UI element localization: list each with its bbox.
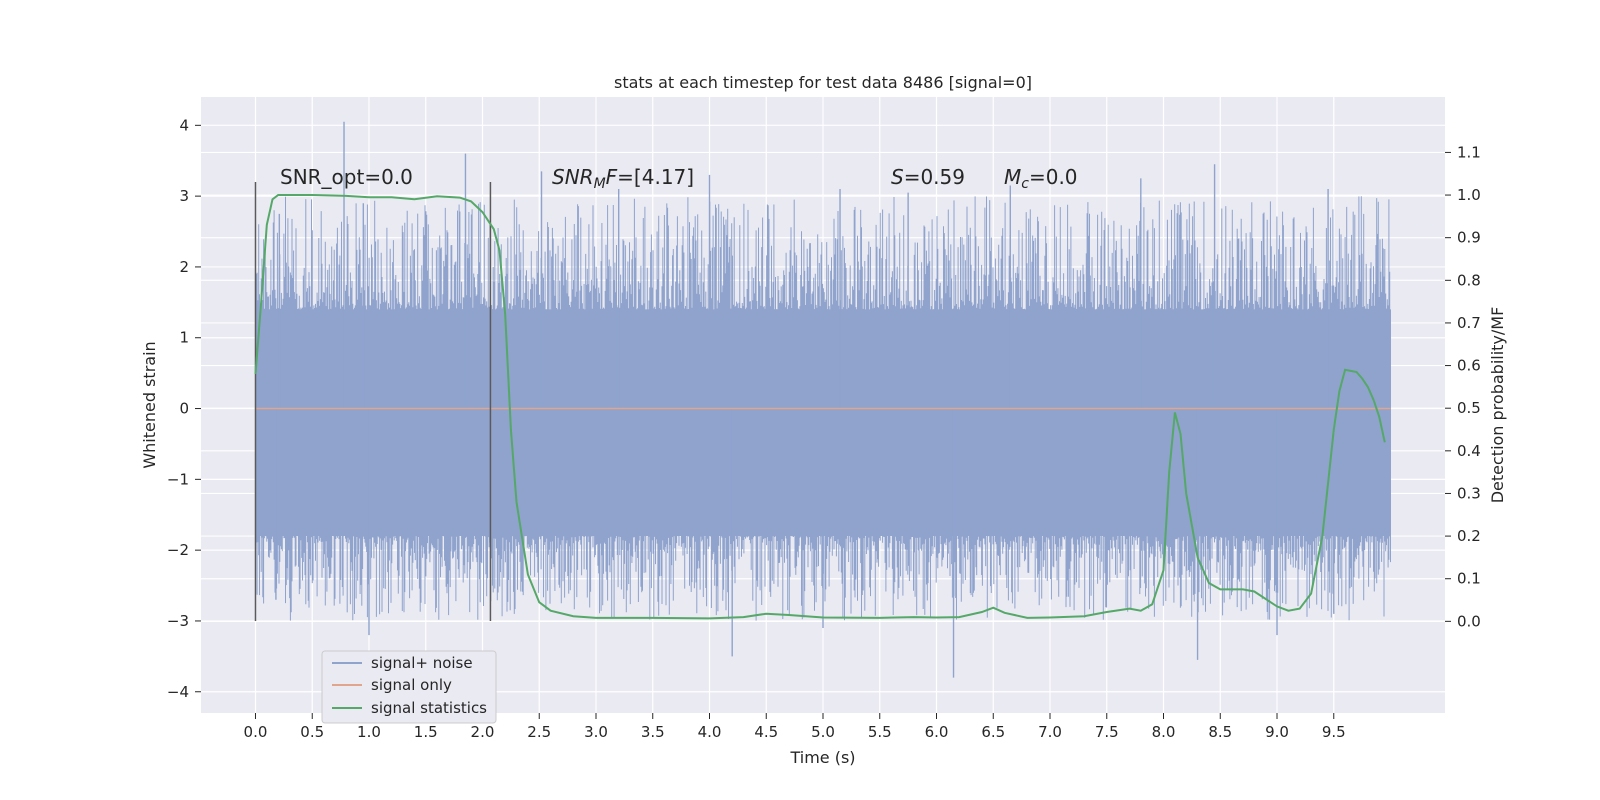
x-tick-label: 0.5: [300, 723, 324, 741]
y2-tick-label: 1.1: [1457, 143, 1481, 161]
annotation-snr-opt: SNR_opt=0.0: [280, 165, 413, 189]
legend-label-noise: signal+ noise: [371, 654, 473, 672]
y-axis-ticks: 4 3 2 1 0 −1 −2 −3 −4: [167, 116, 201, 701]
y2-axis-label: Detection probability/MF: [1488, 307, 1507, 504]
x-axis-ticks: 0.0 0.5 1.0 1.5 2.0 2.5 3.0 3.5 4.0 4.5 5.0 5.5 6.0 6…: [244, 713, 1346, 741]
x-tick-label: 0.0: [244, 723, 268, 741]
legend: signal+ noise signal only signal statist…: [321, 650, 497, 724]
x-tick-label: 3.0: [584, 723, 608, 741]
x-tick-label: 7.0: [1038, 723, 1062, 741]
y-tick-label: −4: [167, 683, 189, 701]
x-tick-label: 7.5: [1095, 723, 1119, 741]
noise-series: [255, 121, 1391, 678]
x-tick-label: 2.0: [471, 723, 495, 741]
x-axis-label: Time (s): [789, 748, 855, 767]
y-tick-label: 4: [179, 116, 189, 134]
marker-lines: [254, 181, 492, 621]
y-tick-label: −1: [167, 470, 189, 488]
chart-title: stats at each timestep for test data 848…: [614, 73, 1032, 92]
y-tick-label: 1: [179, 329, 189, 347]
y2-axis-ticks: 1.1 1.0 0.9 0.8 0.7 0.6 0.5 0.4 0.3 0.2 0.1 0.0: [1445, 143, 1481, 630]
x-tick-label: 1.0: [357, 723, 381, 741]
annotation-s: S=0.59: [891, 165, 965, 189]
y-tick-label: 0: [179, 400, 189, 418]
x-tick-label: 4.5: [754, 723, 778, 741]
x-tick-label: 6.5: [981, 723, 1005, 741]
y2-tick-label: 0.0: [1457, 612, 1481, 630]
legend-label-signal: signal only: [371, 676, 452, 694]
x-tick-label: 1.5: [414, 723, 438, 741]
y2-tick-label: 0.8: [1457, 271, 1481, 289]
y2-tick-label: 0.2: [1457, 527, 1481, 545]
x-tick-label: 3.5: [641, 723, 665, 741]
x-tick-label: 8.0: [1152, 723, 1176, 741]
y-tick-label: −2: [167, 541, 189, 559]
y2-tick-label: 0.5: [1457, 399, 1481, 417]
y-tick-label: 3: [179, 187, 189, 205]
annotations: SNR_opt=0.0 SNRMF=[4.17] S=0.59 Mc=0.0: [280, 165, 1078, 192]
x-tick-label: 9.0: [1265, 723, 1289, 741]
y2-tick-label: 0.4: [1457, 442, 1481, 460]
x-tick-label: 2.5: [527, 723, 551, 741]
statistics-line: [254, 194, 1386, 620]
y-tick-label: 2: [179, 258, 189, 276]
x-tick-label: 5.5: [868, 723, 892, 741]
y2-tick-label: 0.6: [1457, 357, 1481, 375]
y-axis-label: Whitened strain: [140, 341, 159, 468]
y2-tick-label: 0.7: [1457, 314, 1481, 332]
annotation-mc: Mc=0.0: [1004, 165, 1078, 192]
legend-label-stats: signal statistics: [371, 699, 487, 717]
y2-tick-label: 0.9: [1457, 229, 1481, 247]
annotation-snr-mf: SNRMF=[4.17]: [552, 165, 694, 192]
y2-tick-label: 1.0: [1457, 186, 1481, 204]
x-tick-label: 4.0: [698, 723, 722, 741]
legend-box: [321, 650, 497, 724]
x-tick-label: 6.0: [925, 723, 949, 741]
x-tick-label: 9.5: [1322, 723, 1346, 741]
y2-tick-label: 0.1: [1457, 570, 1481, 588]
statistics-series: [254, 194, 1386, 620]
y2-tick-label: 0.3: [1457, 484, 1481, 502]
x-tick-label: 8.5: [1208, 723, 1232, 741]
x-tick-label: 5.0: [811, 723, 835, 741]
y-tick-label: −3: [167, 612, 189, 630]
